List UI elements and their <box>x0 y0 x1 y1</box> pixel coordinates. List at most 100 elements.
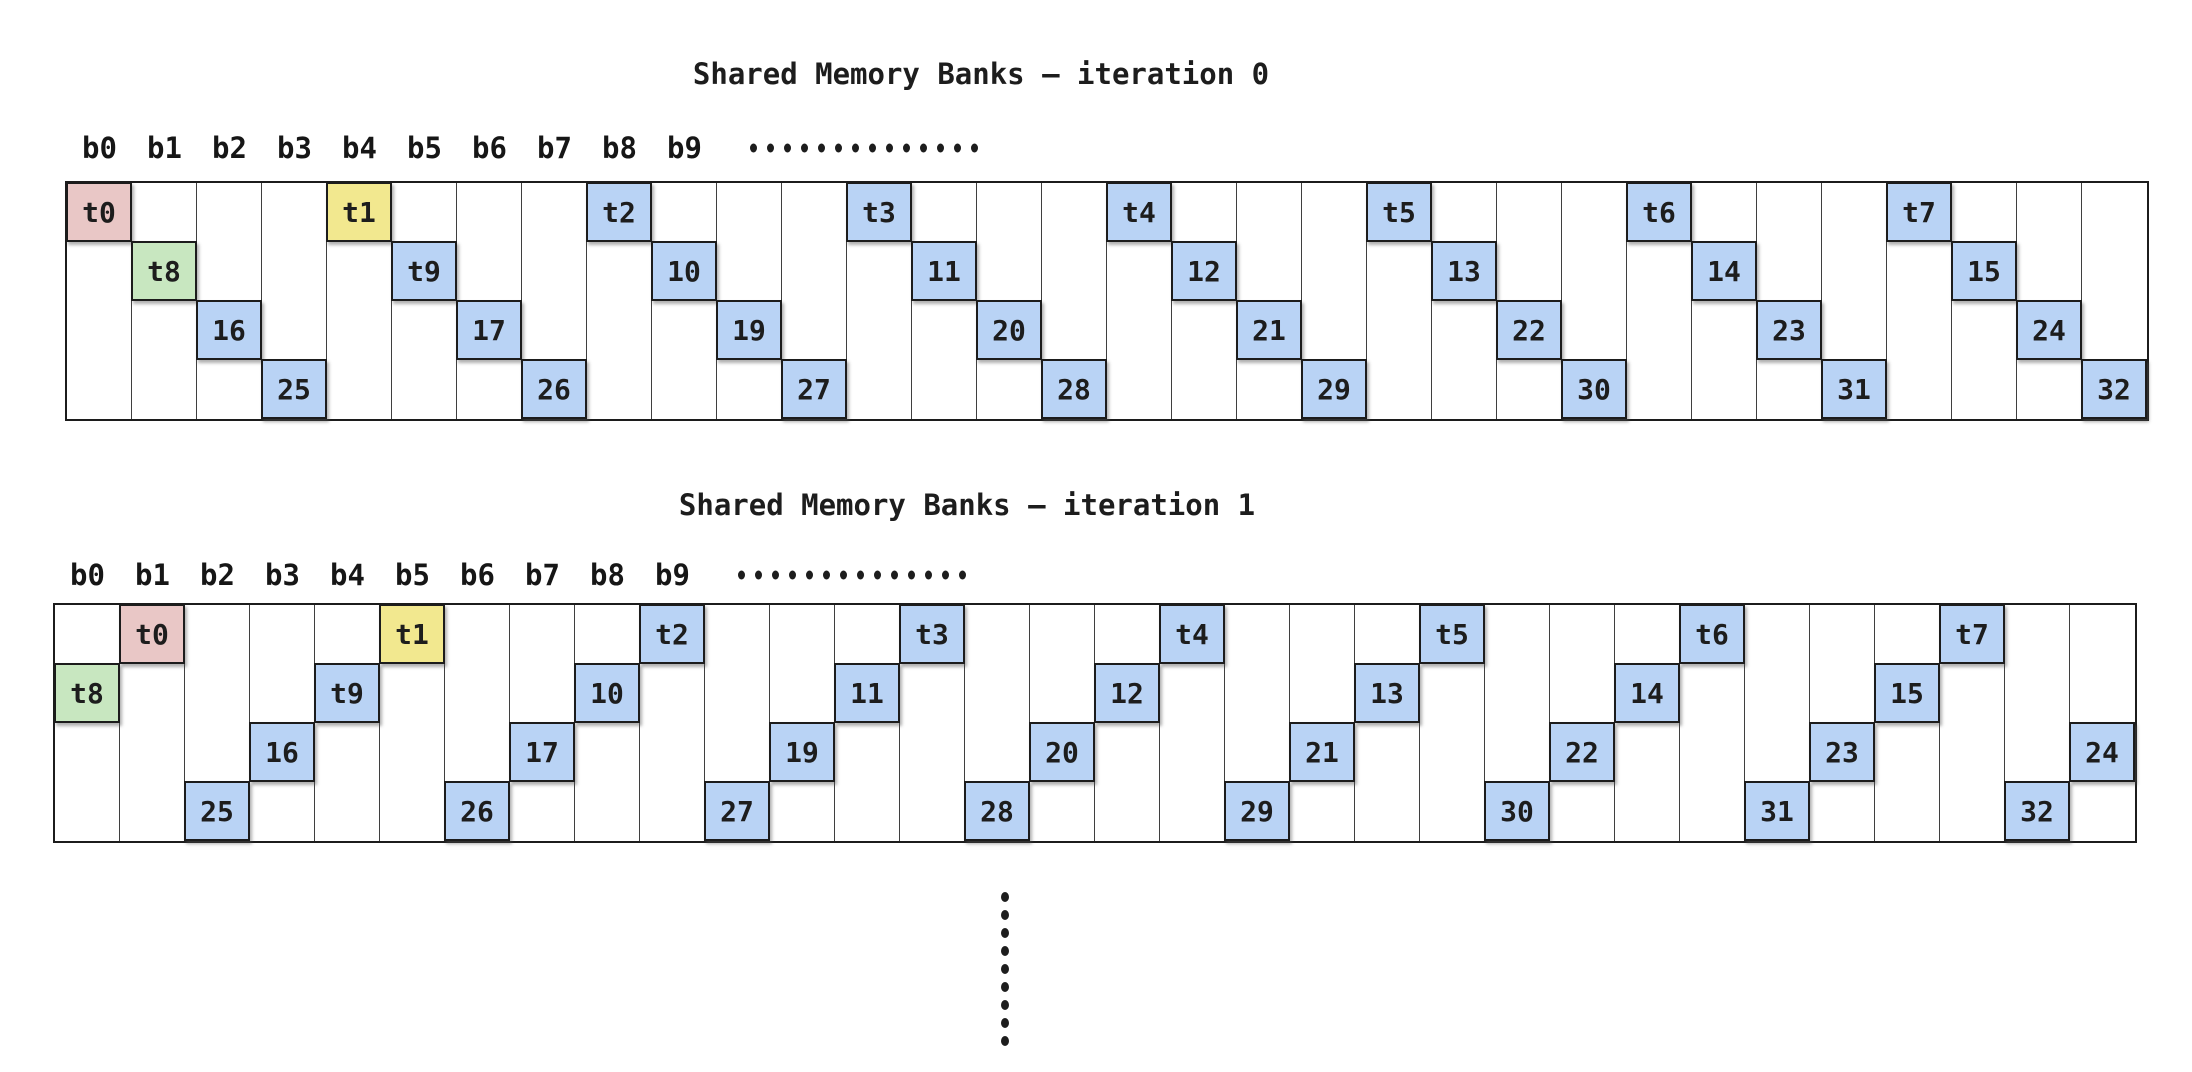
grid-cell-t7: t7 <box>1939 604 2005 664</box>
ellipsis-dot <box>869 143 876 153</box>
continuation-dot <box>1001 1000 1009 1010</box>
continuation-dot <box>1001 892 1009 902</box>
column-line <box>1419 605 1420 841</box>
column-line <box>1951 183 1952 419</box>
bank-label-b2: b2 <box>200 558 235 592</box>
bank-labels-ellipsis-dots <box>738 570 966 580</box>
column-line <box>379 605 380 841</box>
grid-cell-14: 14 <box>1691 241 1757 301</box>
grid-cell-16: 16 <box>249 722 315 782</box>
column-line <box>326 183 327 419</box>
bank-grid-iteration-1: t0 t1 t2 t3 t4 t5 t6 t7 t8 t9 10 11 12 13 14 15 16 17 19 20… <box>53 603 2137 843</box>
continuation-dot <box>1001 910 1009 920</box>
grid-cell-28: 28 <box>1041 359 1107 419</box>
grid-cell-12: 12 <box>1094 663 1160 723</box>
column-line <box>2004 605 2005 841</box>
grid-cell-29: 29 <box>1224 781 1290 841</box>
ellipsis-dot <box>874 570 881 580</box>
bank-label-b1: b1 <box>135 558 170 592</box>
grid-cell-t5: t5 <box>1419 604 1485 664</box>
iteration-1-title: Shared Memory Banks – iteration 1 <box>678 488 1256 522</box>
grid-cell-30: 30 <box>1484 781 1550 841</box>
continuation-dot <box>1001 946 1009 956</box>
column-line <box>444 605 445 841</box>
column-line <box>1431 183 1432 419</box>
grid-cell-t2: t2 <box>639 604 705 664</box>
grid-cell-t8: t8 <box>54 663 120 723</box>
column-line <box>1106 183 1107 419</box>
continuation-dot <box>1001 1036 1009 1046</box>
grid-cell-13: 13 <box>1354 663 1420 723</box>
grid-cell-23: 23 <box>1809 722 1875 782</box>
ellipsis-dot <box>891 570 898 580</box>
bank-labels-row-0: b0 b1 b2 b3 b4 b5 b6 b7 b8 b9 <box>67 128 2147 168</box>
grid-cell-t1: t1 <box>379 604 445 664</box>
grid-cell-t9: t9 <box>314 663 380 723</box>
grid-cell-26: 26 <box>521 359 587 419</box>
ellipsis-dot <box>925 570 932 580</box>
grid-cell-t6: t6 <box>1679 604 1745 664</box>
grid-cell-t7: t7 <box>1886 182 1952 242</box>
bank-label-b6: b6 <box>460 558 495 592</box>
column-line <box>651 183 652 419</box>
bank-label-b0: b0 <box>82 131 117 165</box>
grid-cell-22: 22 <box>1549 722 1615 782</box>
ellipsis-dot <box>835 143 842 153</box>
ellipsis-dot <box>852 143 859 153</box>
grid-cell-t5: t5 <box>1366 182 1432 242</box>
grid-cell-21: 21 <box>1289 722 1355 782</box>
iteration-0-title: Shared Memory Banks – iteration 0 <box>692 57 1270 91</box>
column-line <box>586 183 587 419</box>
bank-labels-row-1: b0 b1 b2 b3 b4 b5 b6 b7 b8 b9 <box>55 555 2135 595</box>
grid-cell-14: 14 <box>1614 663 1680 723</box>
grid-cell-21: 21 <box>1236 300 1302 360</box>
ellipsis-dot <box>806 570 813 580</box>
column-line <box>1626 183 1627 419</box>
continuation-dots-vertical <box>1001 892 1009 1046</box>
ellipsis-dot <box>801 143 808 153</box>
column-line <box>899 605 900 841</box>
column-line <box>1159 605 1160 841</box>
grid-cell-t1: t1 <box>326 182 392 242</box>
bank-grid-iteration-0: t0 t1 t2 t3 t4 t5 t6 t7 t8 t9 10 11 12 13 14 15 16 17 19 20… <box>65 181 2149 421</box>
ellipsis-dot <box>784 143 791 153</box>
ellipsis-dot <box>886 143 893 153</box>
ellipsis-dot <box>857 570 864 580</box>
column-line <box>1886 183 1887 419</box>
grid-cell-27: 27 <box>704 781 770 841</box>
grid-cell-19: 19 <box>716 300 782 360</box>
grid-cell-31: 31 <box>1744 781 1810 841</box>
column-line <box>119 605 120 841</box>
ellipsis-dot <box>937 143 944 153</box>
continuation-dot <box>1001 1018 1009 1028</box>
column-line <box>1691 183 1692 419</box>
grid-cell-30: 30 <box>1561 359 1627 419</box>
bank-label-b3: b3 <box>265 558 300 592</box>
ellipsis-dot <box>903 143 910 153</box>
column-line <box>1366 183 1367 419</box>
grid-cell-15: 15 <box>1951 241 2017 301</box>
column-line <box>639 605 640 841</box>
ellipsis-dot <box>738 570 745 580</box>
bank-label-b7: b7 <box>537 131 572 165</box>
ellipsis-dot <box>789 570 796 580</box>
grid-cell-t0: t0 <box>119 604 185 664</box>
ellipsis-dot <box>908 570 915 580</box>
bank-label-b1: b1 <box>147 131 182 165</box>
grid-cell-22: 22 <box>1496 300 1562 360</box>
bank-label-b9: b9 <box>667 131 702 165</box>
grid-cell-t8: t8 <box>131 241 197 301</box>
grid-cell-t4: t4 <box>1106 182 1172 242</box>
bank-label-b8: b8 <box>602 131 637 165</box>
column-line <box>1171 183 1172 419</box>
ellipsis-dot <box>959 570 966 580</box>
bank-label-b2: b2 <box>212 131 247 165</box>
ellipsis-dot <box>767 143 774 153</box>
ellipsis-dot <box>818 143 825 153</box>
ellipsis-dot <box>942 570 949 580</box>
grid-cell-t9: t9 <box>391 241 457 301</box>
ellipsis-dot <box>840 570 847 580</box>
grid-cell-29: 29 <box>1301 359 1367 419</box>
grid-cell-32: 32 <box>2081 359 2147 419</box>
grid-cell-17: 17 <box>456 300 522 360</box>
